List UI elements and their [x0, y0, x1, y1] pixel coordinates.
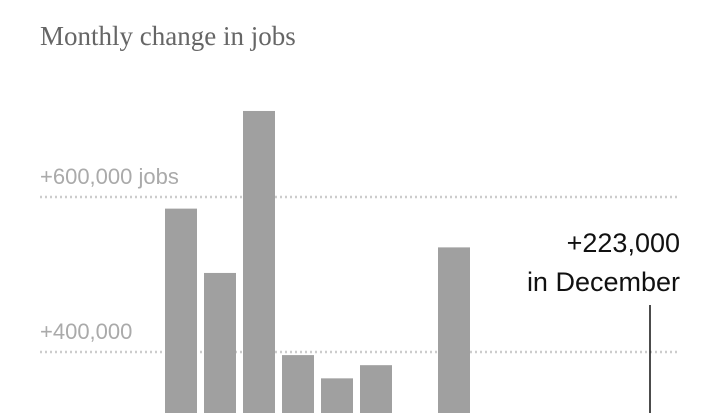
- bar: [165, 208, 197, 413]
- annotation: in December: [527, 267, 680, 297]
- bar: [321, 378, 353, 413]
- bar: [438, 247, 470, 413]
- chart-title: Monthly change in jobs: [40, 21, 296, 51]
- bar: [360, 365, 392, 413]
- bar: [204, 272, 236, 413]
- bar: [243, 110, 275, 413]
- bar: [282, 355, 314, 413]
- y-tick-label: +600,000 jobs: [40, 164, 179, 189]
- y-tick-label: +400,000: [40, 319, 132, 344]
- value-label: +223,000: [567, 228, 680, 258]
